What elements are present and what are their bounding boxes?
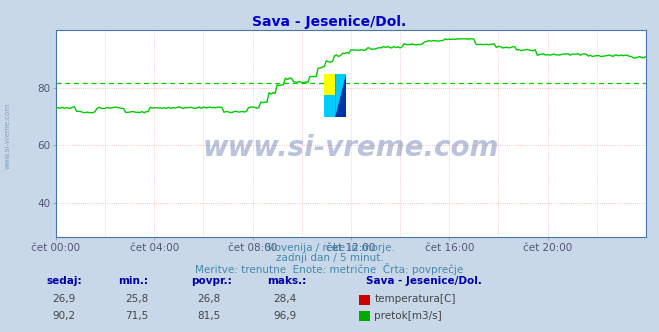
Text: sedaj:: sedaj: <box>46 276 82 286</box>
Bar <box>324 96 335 117</box>
Text: zadnji dan / 5 minut.: zadnji dan / 5 minut. <box>275 253 384 263</box>
Text: pretok[m3/s]: pretok[m3/s] <box>374 311 442 321</box>
Text: 26,9: 26,9 <box>53 294 76 304</box>
Text: 28,4: 28,4 <box>273 294 297 304</box>
Text: 26,8: 26,8 <box>198 294 221 304</box>
Text: 96,9: 96,9 <box>273 311 297 321</box>
Text: min.:: min.: <box>119 276 149 286</box>
Text: povpr.:: povpr.: <box>191 276 232 286</box>
Text: 90,2: 90,2 <box>53 311 76 321</box>
Text: 71,5: 71,5 <box>125 311 148 321</box>
Text: 25,8: 25,8 <box>125 294 148 304</box>
Text: temperatura[C]: temperatura[C] <box>374 294 456 304</box>
Text: www.si-vreme.com: www.si-vreme.com <box>5 103 11 169</box>
Text: Meritve: trenutne  Enote: metrične  Črta: povprečje: Meritve: trenutne Enote: metrične Črta: … <box>195 263 464 275</box>
Polygon shape <box>335 74 346 117</box>
Text: Slovenija / reke in morje.: Slovenija / reke in morje. <box>264 243 395 253</box>
Text: 81,5: 81,5 <box>198 311 221 321</box>
Text: Sava - Jesenice/Dol.: Sava - Jesenice/Dol. <box>366 276 482 286</box>
Text: www.si-vreme.com: www.si-vreme.com <box>203 134 499 162</box>
Bar <box>324 74 335 96</box>
Bar <box>335 74 346 117</box>
Text: maks.:: maks.: <box>267 276 306 286</box>
Text: Sava - Jesenice/Dol.: Sava - Jesenice/Dol. <box>252 15 407 29</box>
